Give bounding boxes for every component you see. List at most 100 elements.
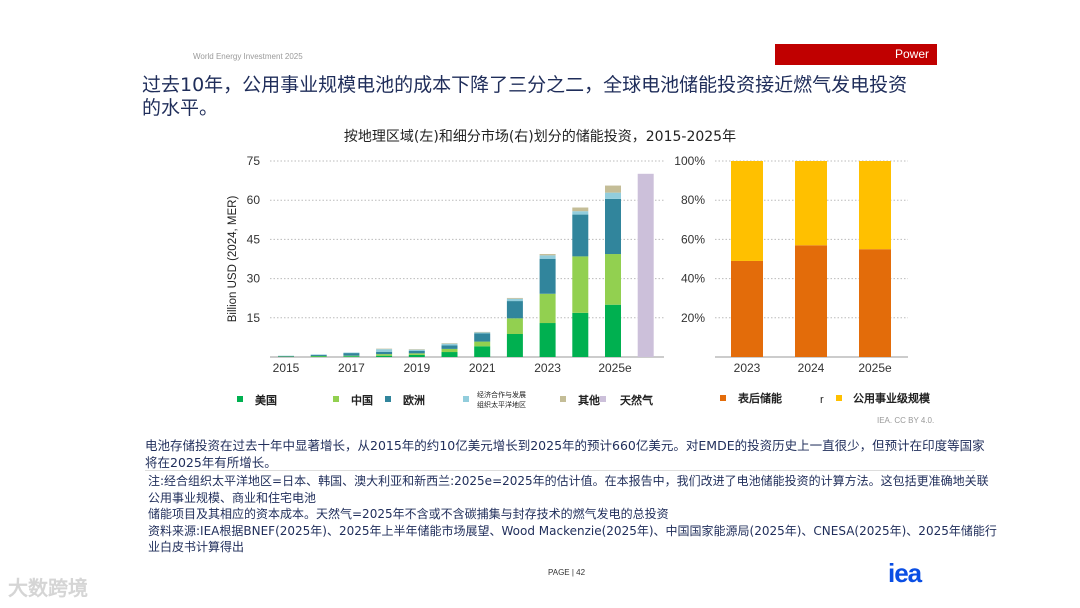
legend-label: 组织太平洋地区 (477, 400, 526, 409)
bar-segment (343, 352, 360, 354)
bar-segment (376, 348, 393, 350)
legend-label: 中国 (351, 393, 373, 407)
legend-swatch (720, 395, 726, 401)
bar-segment (506, 297, 523, 299)
y-tick-label: 40% (681, 272, 705, 286)
bar-segment (310, 356, 327, 357)
bar-segment (605, 192, 621, 199)
description: 电池存储投资在过去十年中显著增长，从2015年的约10亿美元增长到2025年的预… (145, 438, 985, 470)
legend-swatch (600, 396, 606, 402)
y-tick-label: 60% (681, 232, 705, 246)
x-tick-label: 2017 (338, 361, 365, 375)
bar-segment (474, 333, 491, 342)
bar-segment (376, 351, 393, 355)
bar-segment (539, 323, 556, 357)
bar-segment (506, 298, 523, 302)
section-tag: Power (775, 44, 937, 65)
legend-label: 欧洲 (403, 393, 425, 407)
bar-segment (343, 356, 360, 357)
legend-label: 天然气 (620, 393, 653, 407)
bar-segment (605, 198, 621, 255)
y-tick-label: 75 (247, 154, 261, 168)
x-tick-label: 2024 (798, 361, 825, 375)
bar-segment (795, 161, 827, 246)
bar-segment (506, 334, 523, 357)
legend-label: 经济合作与发展 (477, 390, 526, 399)
y-tick-label: 80% (681, 193, 705, 207)
bar-segment (408, 349, 425, 351)
bar-segment (441, 352, 458, 357)
bar-segment (859, 161, 891, 250)
bar-segment (539, 258, 556, 294)
bar-segment (474, 341, 491, 347)
legend-separator: r (820, 394, 824, 406)
divider (145, 470, 975, 471)
page-number: PAGE | 42 (548, 568, 586, 577)
bar-segment (474, 331, 491, 333)
iea-logo: iea (888, 558, 922, 588)
bar-segment (310, 354, 327, 355)
bar-segment (731, 260, 763, 357)
bar-segment (408, 353, 425, 355)
bar-segment (539, 293, 556, 324)
bar-segment (408, 350, 425, 354)
note-line: 资料来源:IEA根据BNEF(2025年)、2025年上半年储能市场展望、Woo… (148, 523, 997, 555)
legend-label: 表后储能 (737, 391, 782, 405)
bar-segment (539, 255, 556, 259)
charts: 15 30 45 60 75 Billion USD (2024, MER) 2015 201… (227, 154, 931, 409)
bar-segment (310, 354, 327, 356)
bar-segment (376, 349, 393, 352)
bar-segment (376, 355, 393, 357)
x-tick-label: 2021 (469, 361, 496, 375)
legend-swatch (237, 396, 243, 402)
bar-segment (539, 254, 556, 256)
bar-segment (441, 343, 458, 344)
bar-segment (376, 354, 393, 356)
bar-segment (474, 346, 491, 357)
bar-segment (795, 245, 827, 357)
bar-segment (859, 249, 891, 357)
x-tick-label: 2023 (734, 361, 761, 375)
bar-segment (408, 354, 425, 357)
bar-segment (474, 332, 491, 334)
legend-label: 美国 (255, 393, 277, 407)
x-tick-label: 2023 (534, 361, 561, 375)
gas-bar (637, 173, 654, 357)
bar-segment (506, 318, 523, 335)
y-tick-label: 45 (247, 232, 261, 246)
legend-label: 其他 (578, 393, 600, 407)
y-tick-label: 20% (681, 311, 705, 325)
x-tick-label: 2025e (858, 361, 892, 375)
bar-segment (605, 185, 621, 193)
x-tick-label: 2025e (598, 361, 632, 375)
y-tick-label: 30 (247, 272, 261, 286)
notes: 注:经合组织太平洋地区=日本、韩国、澳大利亚和新西兰:2025e=2025年的估… (148, 473, 998, 556)
y-axis-label: Billion USD (2024, MER) (227, 196, 239, 323)
bar-segment (605, 304, 621, 357)
bar-segment (572, 211, 589, 215)
bar-segment (408, 349, 425, 350)
legend-swatch (333, 396, 339, 402)
y-tick-label: 100% (674, 154, 705, 168)
x-tick-label: 2015 (273, 361, 300, 375)
bar-segment (605, 254, 621, 305)
credit: IEA. CC BY 4.0. (877, 416, 935, 425)
bar-segment (441, 345, 458, 349)
chart-subtitle: 按地理区域(左)和细分市场(右)划分的储能投资，2015-2025年 (343, 129, 737, 145)
legend-swatch (836, 395, 842, 401)
legend-swatch (560, 396, 566, 402)
legend-swatch (385, 396, 391, 402)
bar-segment (441, 343, 458, 346)
bar-segment (572, 256, 589, 313)
bar-segment (506, 301, 523, 319)
bar-segment (343, 355, 360, 357)
report-name: World Energy Investment 2025 (193, 52, 303, 61)
bar-segment (731, 161, 763, 261)
y-tick-label: 60 (247, 193, 261, 207)
page-title: 过去10年，公用事业规模电池的成本下降了三分之二，全球电池储能投资接近燃气发电投… (142, 74, 908, 119)
bar-segment (278, 355, 294, 357)
bar-segment (441, 348, 458, 353)
note-line: 注:经合组织太平洋地区=日本、韩国、澳大利亚和新西兰:2025e=2025年的估… (148, 474, 989, 505)
bar-segment (310, 355, 327, 357)
bar-segment (572, 312, 589, 357)
